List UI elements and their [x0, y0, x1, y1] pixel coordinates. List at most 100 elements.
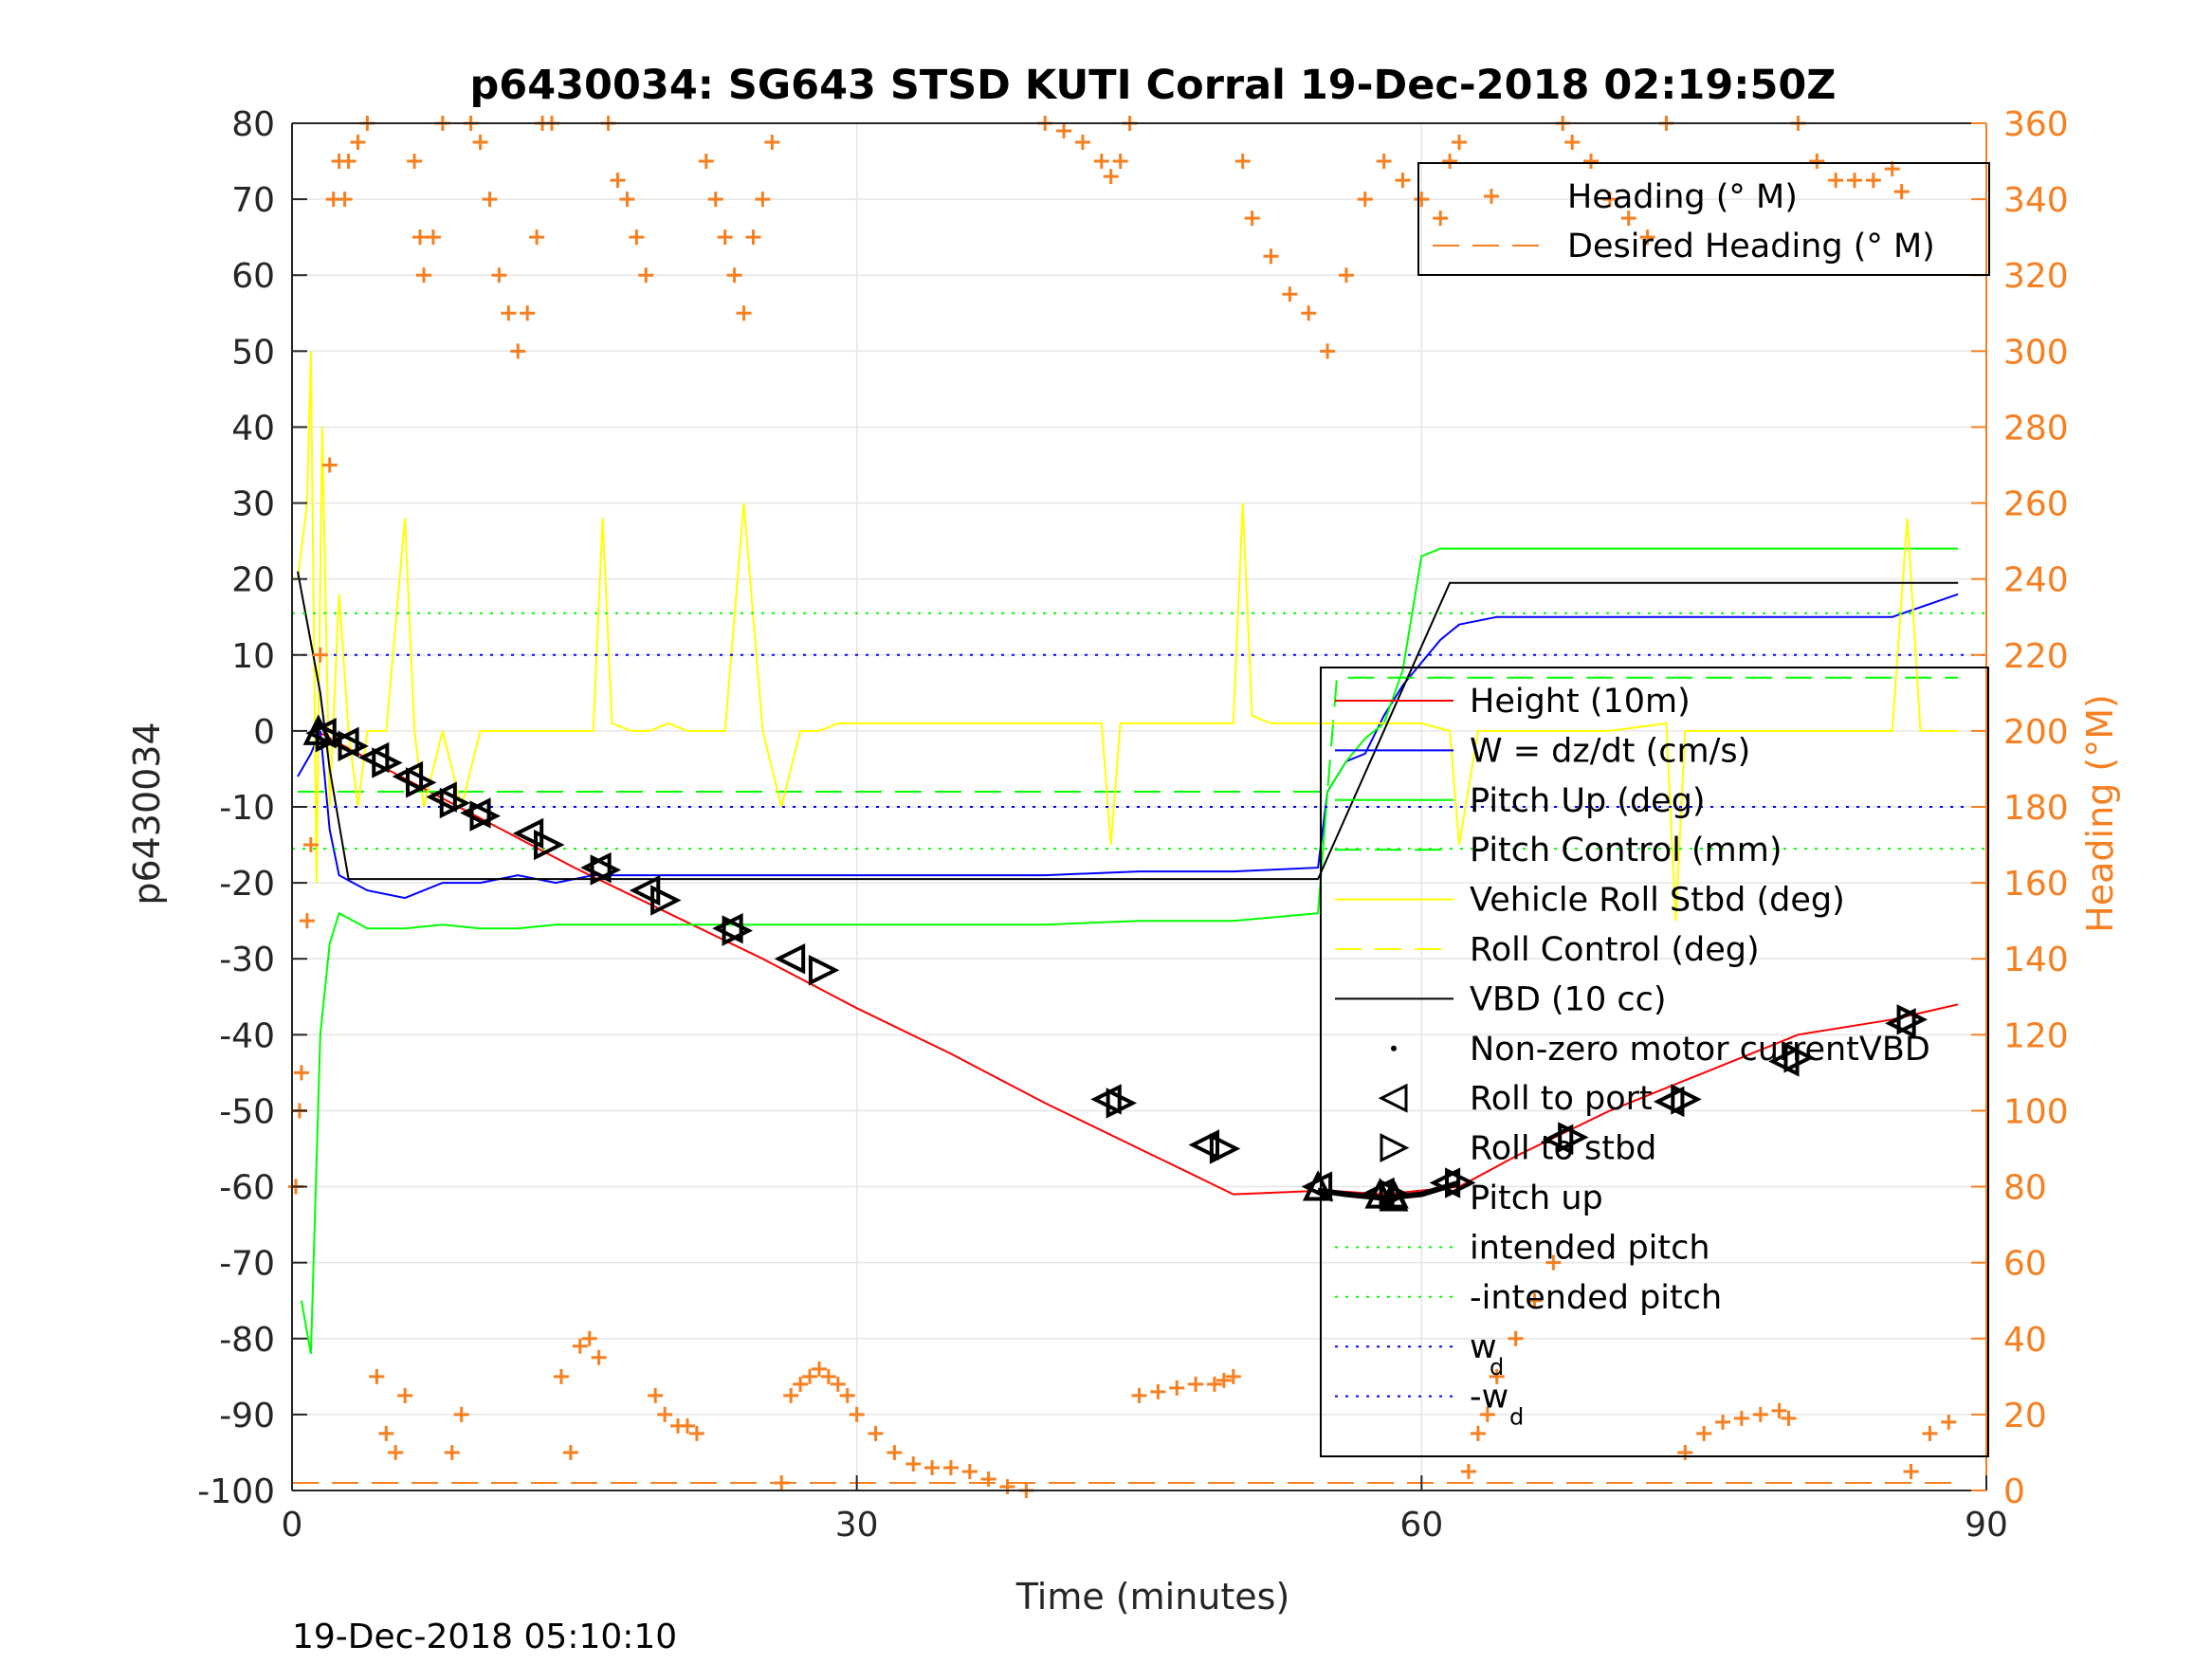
heading-point [629, 229, 645, 246]
y-tick-label: -60 [219, 1169, 275, 1208]
y-tick-label: 60 [231, 257, 275, 296]
heading-point [1074, 135, 1090, 151]
roll-to-stbd-marker [722, 915, 754, 946]
legend-label: Vehicle Roll Stbd (deg) [1470, 882, 1845, 920]
marker-layer [302, 714, 1929, 1210]
heading-point [698, 154, 714, 170]
y-right-tick-label: 180 [2003, 789, 2069, 828]
series-layer [292, 351, 1986, 1354]
heading-point [562, 1444, 578, 1460]
heading-point [1225, 1368, 1241, 1384]
heading-point [415, 267, 431, 283]
legend-label: -intended pitch [1470, 1279, 1722, 1317]
legend-swatch [1391, 1045, 1397, 1051]
y-tick-label: 50 [231, 333, 275, 372]
legend-label: VBD (10 cc) [1470, 980, 1667, 1018]
heading-point [312, 647, 328, 663]
heading-point [1526, 1292, 1543, 1308]
heading-point [1620, 210, 1636, 227]
legend-label: w [1470, 1328, 1497, 1366]
heading-point [736, 305, 752, 321]
heading-point [717, 229, 733, 246]
legend-label: Pitch up [1470, 1179, 1603, 1217]
legend-label: Roll to stbd [1470, 1130, 1656, 1168]
heading-point [707, 192, 723, 208]
series-line [297, 593, 1959, 900]
heading-point [1414, 192, 1430, 208]
y-right-tick-label: 240 [2003, 561, 2069, 600]
heading-point [321, 457, 338, 473]
heading-point [388, 1444, 404, 1460]
y-tick-label: -70 [219, 1245, 275, 1284]
y-tick-label: 0 [253, 713, 275, 752]
heading-point [830, 1376, 846, 1392]
heading-point [1169, 1380, 1185, 1396]
y-right-tick-label: 80 [2003, 1169, 2047, 1208]
heading-point [1150, 1383, 1166, 1399]
pitch-up-marker [302, 714, 335, 745]
heading-point [591, 1349, 607, 1365]
heading-point [679, 1417, 695, 1434]
roll-to-stbd-marker [406, 767, 437, 798]
heading-point [520, 305, 536, 321]
heading-point [412, 229, 429, 246]
y-tick-label: -30 [219, 941, 275, 979]
roll-to-port-marker [774, 942, 806, 975]
legend-label: intended pitch [1470, 1229, 1710, 1267]
heading-point [444, 1444, 460, 1460]
heading-point [1442, 154, 1458, 170]
heading-point [1564, 135, 1581, 151]
footer-timestamp: 19-Dec-2018 05:10:10 [292, 1618, 677, 1656]
chart-title: p6430034: SG643 STSD KUTI Corral 19-Dec-… [470, 62, 1837, 109]
heading-point [657, 1406, 673, 1422]
y-right-tick-label: 20 [2003, 1397, 2047, 1435]
roll-to-stbd-marker [372, 747, 403, 778]
heading-point [1479, 1406, 1495, 1422]
heading-point [501, 305, 517, 321]
heading-point [774, 1474, 790, 1490]
heading-point [453, 1406, 469, 1422]
heading-point [340, 154, 356, 170]
y-tick-label: 70 [231, 181, 275, 220]
heading-point [868, 1425, 884, 1441]
heading-point [1941, 1414, 1957, 1430]
heading-point [491, 267, 507, 283]
legend-label: Height (10m) [1470, 683, 1691, 721]
heading-point [572, 1338, 588, 1354]
x-tick-label: 0 [282, 1506, 303, 1545]
heading-point [510, 343, 526, 359]
heading-point [1056, 123, 1072, 139]
heading-point [337, 192, 353, 208]
heading-point [1771, 1402, 1787, 1418]
legend-swatch [1379, 1181, 1409, 1212]
heading-point [1903, 1463, 1919, 1479]
heading-point [849, 1406, 865, 1422]
roll-to-stbd-marker [1209, 1133, 1241, 1164]
roll-to-stbd-marker [650, 885, 682, 916]
roll-to-stbd-marker [439, 787, 471, 819]
roll-to-stbd-marker [1671, 1084, 1702, 1115]
heading-point [482, 192, 498, 208]
heading-point [802, 1368, 818, 1384]
heading-point [811, 1361, 827, 1377]
y-right-tick-label: 260 [2003, 485, 2069, 524]
heading-point [961, 1463, 978, 1479]
y-axis-label: p6430034 [126, 722, 168, 905]
heading-point [1809, 154, 1825, 170]
heading-point [745, 229, 761, 246]
pitch-up-marker [1302, 1170, 1334, 1201]
heading-point [610, 173, 626, 189]
y-right-tick-label: 220 [2003, 637, 2069, 676]
legend-label: W = dz/dt (cm/s) [1470, 732, 1750, 770]
heading-point [1216, 1372, 1232, 1388]
roll-to-stbd-marker [1896, 1004, 1929, 1035]
x-axis-label: Time (minutes) [1015, 1576, 1290, 1618]
heading-point [688, 1425, 704, 1441]
x-tick-label: 90 [1965, 1506, 2008, 1545]
legend-label: Roll to port [1470, 1080, 1653, 1118]
heading-point [1470, 1425, 1486, 1441]
y-tick-label: -10 [219, 789, 275, 828]
heading-point [293, 1065, 309, 1081]
heading-point [839, 1387, 855, 1403]
